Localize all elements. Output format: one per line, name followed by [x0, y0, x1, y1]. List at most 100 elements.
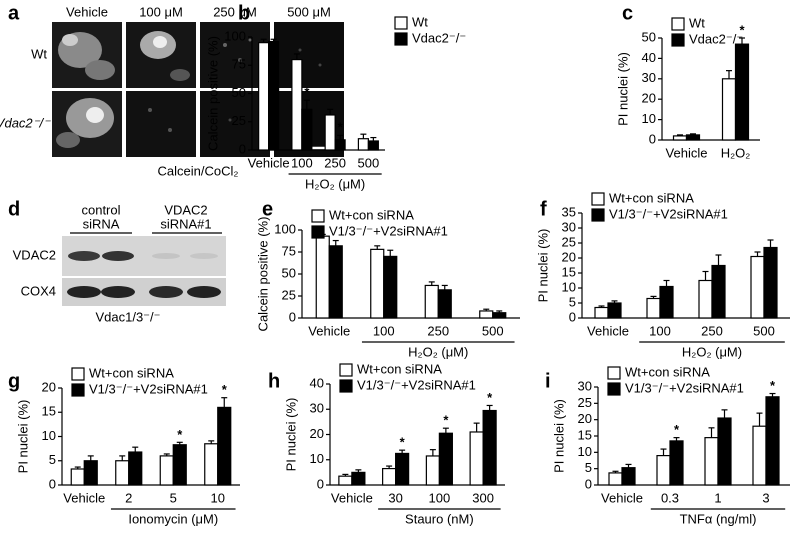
significance-mark: * [739, 22, 745, 37]
x-tick-label: 100 [373, 323, 395, 338]
bar [669, 440, 684, 486]
y-tick-label: 20 [310, 426, 324, 441]
row-label: VDAC2 [13, 247, 56, 262]
significance-mark: * [400, 435, 406, 450]
y-tick-label: 75 [282, 243, 296, 258]
y-tick-label: 30 [578, 378, 592, 393]
x-tick-label: 250 [427, 323, 449, 338]
x-tick-label: Vehicle [601, 490, 643, 505]
y-tick-label: 0 [289, 309, 296, 324]
bar [594, 306, 609, 319]
y-tick-label: 30 [642, 70, 656, 85]
bar [367, 140, 379, 151]
y-tick-label: 50 [232, 85, 246, 100]
bar [128, 451, 143, 486]
bar [424, 284, 439, 319]
y-tick-label: 10 [578, 444, 592, 459]
bar [351, 471, 366, 486]
caption: Vdac1/3⁻/⁻ [95, 309, 160, 324]
y-tick-label: 0 [569, 309, 576, 324]
bar [204, 443, 219, 486]
bar [482, 409, 497, 486]
column-label: 500 μM [287, 4, 331, 19]
bar [425, 455, 440, 486]
significance-mark: * [177, 427, 183, 442]
column-label: 100 μM [139, 4, 183, 19]
legend-swatch [339, 363, 353, 377]
y-tick-label: 25 [562, 234, 576, 249]
y-tick-label: 25 [578, 395, 592, 410]
legend-swatch [607, 366, 621, 380]
bar [763, 246, 778, 319]
y-axis-title: PI nuclei (%) [15, 400, 30, 474]
legend-label: Wt+con siRNA [329, 207, 414, 222]
bar [469, 431, 484, 486]
y-tick-label: 40 [310, 375, 324, 390]
legend-label: Wt [412, 14, 428, 29]
legend-swatch [311, 209, 325, 223]
bar [70, 468, 85, 486]
x-tick-label: Vehicle [587, 323, 629, 338]
x-tick-label: 0.3 [661, 490, 679, 505]
x-tick-label: 250 [324, 155, 346, 170]
significance-mark: * [304, 85, 310, 100]
panel-letter: c [622, 2, 633, 24]
y-tick-label: 0 [239, 141, 246, 156]
bar [258, 42, 270, 151]
group-label: siRNA#1 [160, 216, 211, 231]
x-axis-title: Stauro (nM) [405, 511, 474, 526]
bar [717, 417, 732, 486]
bar [370, 248, 385, 319]
bar [721, 78, 737, 141]
y-tick-label: 5 [49, 452, 56, 467]
y-tick-label: 50 [642, 29, 656, 44]
y-axis-title: PI nuclei (%) [551, 399, 566, 473]
y-tick-label: 20 [562, 249, 576, 264]
x-tick-label: 30 [388, 490, 402, 505]
bar [382, 467, 397, 486]
y-tick-label: 0 [649, 131, 656, 146]
legend-label: V1/3⁻/⁻+V2siRNA#1 [89, 381, 208, 396]
column-label: 250 μM [213, 4, 257, 19]
x-tick-label: 3 [762, 490, 769, 505]
y-tick-label: 30 [562, 219, 576, 234]
caption: Calcein/CoCl₂ [158, 163, 239, 178]
bar [301, 108, 313, 151]
legend-label: V1/3⁻/⁻+V2siRNA#1 [329, 223, 448, 238]
panel-letter: i [545, 370, 551, 392]
bar [607, 302, 622, 319]
bar [672, 135, 688, 141]
significance-mark: * [674, 422, 680, 437]
legend-label: V1/3⁻/⁻+V2siRNA#1 [609, 206, 728, 221]
y-tick-label: 50 [282, 265, 296, 280]
y-tick-label: 10 [562, 279, 576, 294]
bar [268, 40, 280, 151]
y-tick-label: 40 [642, 50, 656, 65]
legend-swatch [671, 33, 685, 47]
panel-letter: a [8, 2, 20, 24]
x-axis-title: H₂O₂ (μM) [408, 344, 468, 359]
y-tick-label: 15 [562, 264, 576, 279]
bar [656, 455, 671, 486]
significance-mark: * [770, 378, 776, 393]
bar [437, 289, 452, 319]
bar [383, 255, 398, 319]
legend-label: Wt+con siRNA [89, 365, 174, 380]
y-tick-label: 100 [224, 28, 246, 43]
bar [172, 444, 187, 486]
y-axis-title: PI nuclei (%) [615, 52, 630, 126]
legend-swatch [591, 192, 605, 206]
bar [711, 264, 726, 319]
x-tick-label: 500 [753, 323, 775, 338]
panel-letter: f [540, 198, 547, 220]
y-axis-title: Calcein positive (%) [255, 217, 270, 332]
column-label: Vehicle [66, 4, 108, 19]
x-tick-label: 2 [125, 490, 132, 505]
bar [752, 425, 767, 486]
bar [395, 452, 410, 486]
bar [159, 455, 174, 486]
legend-label: Wt [689, 15, 705, 30]
row-label: COX4 [21, 283, 56, 298]
bar [328, 245, 343, 319]
